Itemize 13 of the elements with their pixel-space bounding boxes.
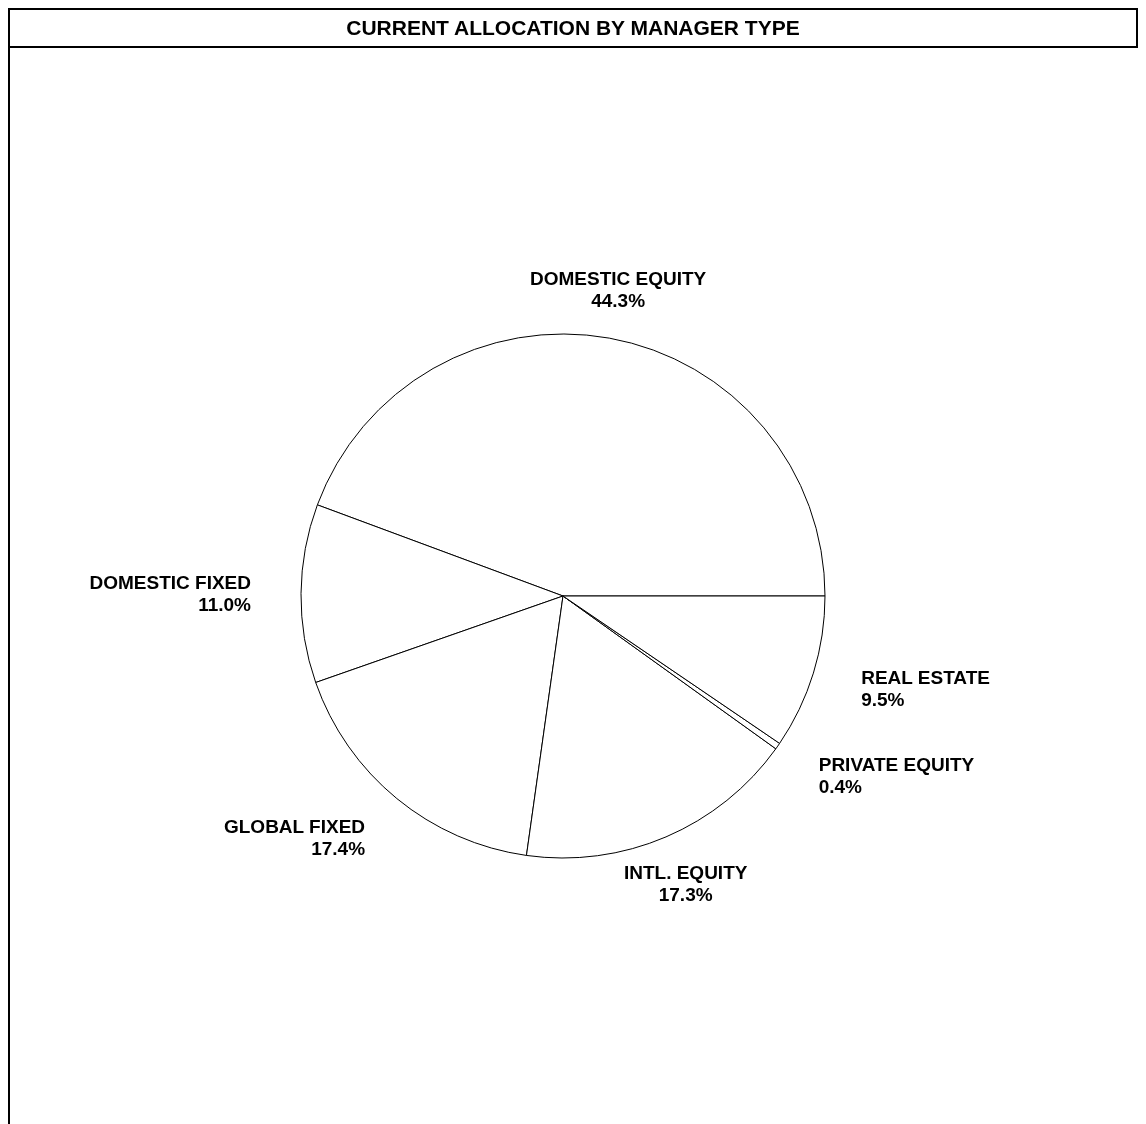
slice-label: INTL. EQUITY — [623, 862, 748, 884]
chart-title: CURRENT ALLOCATION BY MANAGER TYPE — [8, 8, 1138, 48]
data-label: 17.4% — [311, 838, 366, 860]
slice-label: REAL ESTATE — [861, 667, 990, 689]
data-label: 11.0% — [198, 594, 252, 616]
data-label: 9.5% — [861, 688, 905, 710]
data-label: 0.4% — [818, 775, 863, 797]
slice-label: DOMESTIC EQUITY — [530, 268, 707, 290]
slice-label: DOMESTIC FIXED — [89, 572, 252, 594]
data-label: 44.3% — [591, 289, 646, 311]
slice-label: PRIVATE EQUITY — [818, 753, 975, 775]
slice-label: GLOBAL FIXED — [223, 816, 366, 838]
data-label: 17.3% — [658, 883, 713, 905]
